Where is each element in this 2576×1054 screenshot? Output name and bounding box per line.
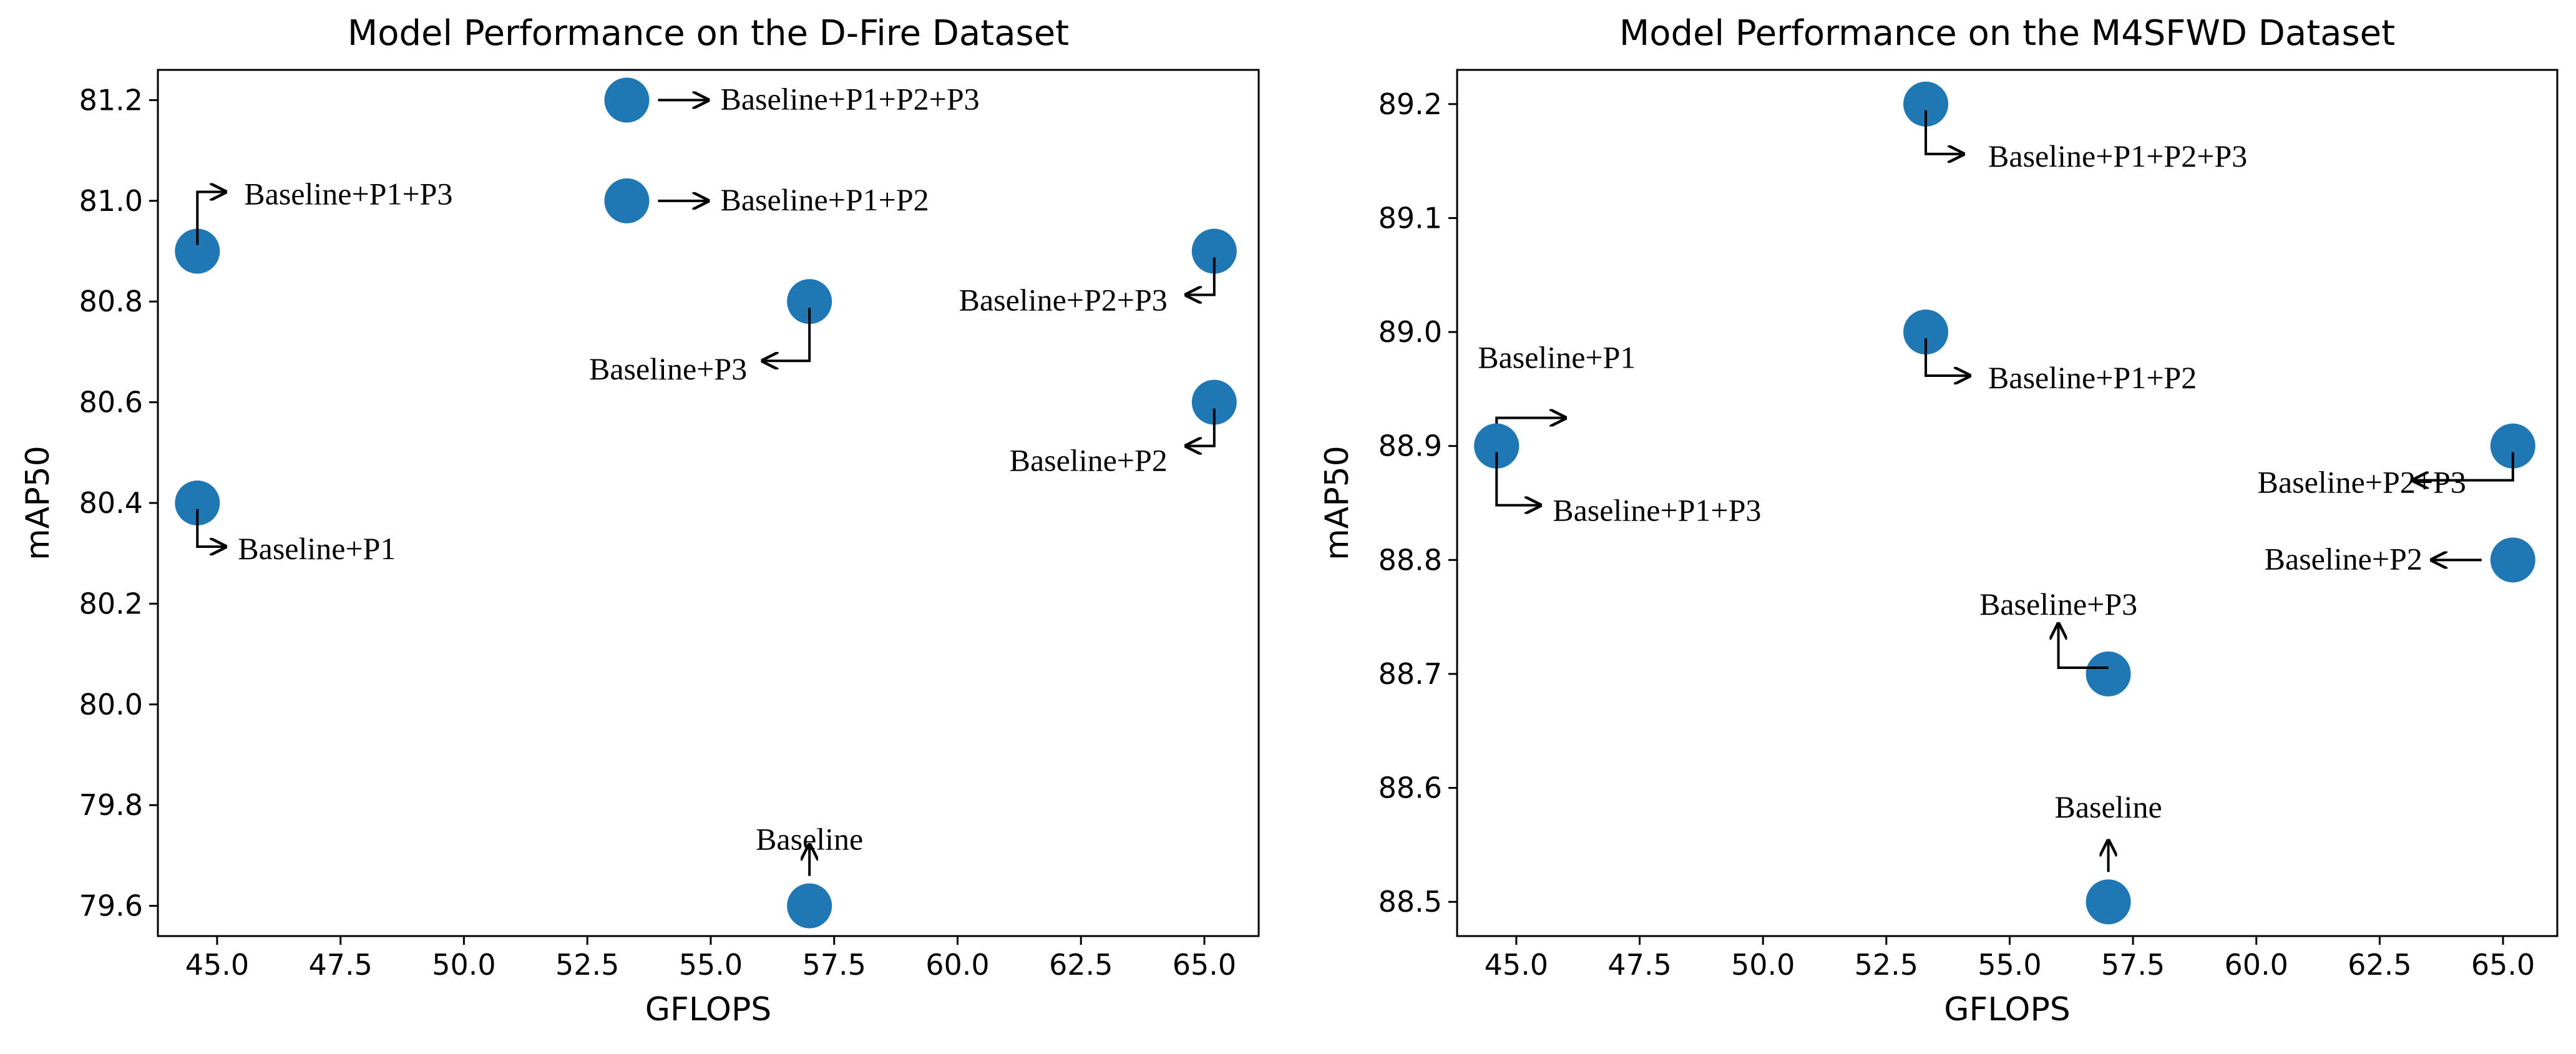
annotation-arrow bbox=[1495, 452, 1540, 505]
x-tick-label: 65.0 bbox=[1173, 948, 1236, 982]
plot-frame bbox=[1456, 69, 2559, 937]
x-tick-label: 55.0 bbox=[679, 948, 743, 982]
point-annotation-label: Baseline bbox=[2054, 789, 2162, 824]
data-point bbox=[1474, 423, 1520, 469]
data-point bbox=[2490, 537, 2535, 583]
x-tick-label: 47.5 bbox=[1608, 948, 1671, 982]
point-annotation-label: Baseline+P1+P2+P3 bbox=[720, 81, 979, 116]
data-point bbox=[604, 77, 650, 123]
y-axis-label: mAP50 bbox=[1319, 446, 1356, 560]
y-tick-label: 80.8 bbox=[79, 285, 143, 318]
x-tick-label: 57.5 bbox=[803, 948, 866, 982]
point-annotation-label: Baseline+P1 bbox=[238, 531, 396, 566]
data-point bbox=[787, 279, 832, 324]
y-tick-label: 80.4 bbox=[79, 486, 143, 520]
x-tick-label: 50.0 bbox=[432, 948, 495, 982]
annotation-arrow bbox=[763, 308, 811, 361]
data-point bbox=[2490, 423, 2535, 469]
data-point bbox=[2086, 879, 2131, 925]
data-point bbox=[604, 178, 650, 223]
y-axis-label: mAP50 bbox=[19, 446, 57, 560]
point-annotation-label: Baseline+P3 bbox=[1979, 587, 2137, 622]
point-annotation-label: Baseline+P1+P2 bbox=[720, 182, 929, 217]
y-tick-label: 81.2 bbox=[79, 83, 143, 117]
x-tick-label: 55.0 bbox=[1978, 948, 2041, 982]
chart-title: Model Performance on the M4SFWD Dataset bbox=[1619, 13, 2395, 54]
x-tick-label: 50.0 bbox=[1731, 948, 1795, 982]
data-point bbox=[1191, 228, 1237, 274]
annotation-arrow bbox=[1186, 408, 1216, 446]
y-tick-label: 79.8 bbox=[79, 788, 143, 822]
annotation-arrow bbox=[1925, 338, 1969, 376]
x-tick-label: 52.5 bbox=[555, 948, 619, 982]
point-annotation-label: Baseline+P2 bbox=[1010, 443, 1168, 478]
annotation-arrow bbox=[196, 192, 225, 245]
data-point bbox=[787, 883, 832, 929]
x-axis-label: GFLOPS bbox=[645, 991, 772, 1028]
chart-title: Model Performance on the D-Fire Dataset bbox=[348, 13, 1069, 54]
y-tick-label: 80.2 bbox=[79, 587, 143, 620]
annotation-arrow bbox=[1186, 257, 1216, 295]
x-tick-label: 65.0 bbox=[2471, 948, 2535, 982]
x-tick-label: 62.5 bbox=[1049, 948, 1113, 982]
x-tick-label: 52.5 bbox=[1855, 948, 1918, 982]
annotation-arrow bbox=[2059, 624, 2109, 669]
annotation-arrow bbox=[2413, 452, 2514, 481]
data-point bbox=[175, 228, 220, 274]
point-annotation-label: Baseline+P2+P3 bbox=[959, 283, 1168, 318]
y-tick-label: 89.2 bbox=[1378, 87, 1442, 121]
y-tick-label: 80.0 bbox=[79, 688, 143, 721]
point-annotation-label: Baseline+P1+P3 bbox=[244, 177, 452, 212]
point-annotation-label: Baseline+P1+P2+P3 bbox=[1988, 139, 2247, 173]
x-tick-label: 45.0 bbox=[185, 948, 249, 982]
y-tick-label: 88.6 bbox=[1378, 771, 1442, 805]
y-tick-label: 88.8 bbox=[1378, 543, 1442, 577]
annotation-arrow bbox=[1925, 110, 1963, 154]
y-tick-label: 88.7 bbox=[1378, 657, 1442, 691]
chart-d-fire: Model Performance on the D-Fire Dataset 4… bbox=[19, 13, 1260, 1028]
x-axis-label: GFLOPS bbox=[1944, 991, 2071, 1028]
data-point bbox=[1903, 81, 1949, 127]
data-point bbox=[2086, 651, 2131, 696]
point-annotation-label: Baseline+P2+P3 bbox=[2258, 465, 2466, 500]
y-tick-label: 89.0 bbox=[1378, 315, 1442, 349]
y-tick-label: 81.0 bbox=[79, 184, 143, 218]
data-point bbox=[175, 481, 220, 525]
y-tick-label: 80.6 bbox=[79, 386, 143, 419]
y-tick-label: 88.5 bbox=[1378, 885, 1442, 919]
annotation-arrow bbox=[196, 509, 225, 547]
x-tick-label: 62.5 bbox=[2348, 948, 2411, 982]
y-tick-label: 89.1 bbox=[1378, 201, 1442, 235]
point-annotation-label: Baseline+P1 bbox=[1478, 340, 1636, 375]
point-annotation-label: Baseline+P3 bbox=[589, 351, 747, 386]
point-annotation-label: Baseline+P1+P2 bbox=[1988, 360, 2197, 395]
data-point bbox=[1191, 379, 1237, 425]
data-point bbox=[1903, 310, 1949, 355]
x-tick-label: 60.0 bbox=[2225, 948, 2288, 982]
y-tick-label: 88.9 bbox=[1378, 429, 1442, 463]
x-tick-label: 45.0 bbox=[1485, 948, 1548, 982]
point-annotation-label: Baseline bbox=[756, 822, 863, 857]
x-tick-label: 60.0 bbox=[925, 948, 989, 982]
x-tick-label: 57.5 bbox=[2101, 948, 2165, 982]
chart-m4sfwd: Model Performance on the M4SFWD Dataset 4… bbox=[1319, 13, 2559, 1028]
point-annotation-label: Baseline+P2 bbox=[2265, 541, 2422, 576]
x-tick-label: 47.5 bbox=[308, 948, 372, 982]
y-tick-label: 79.6 bbox=[79, 889, 143, 923]
point-annotation-label: Baseline+P1+P3 bbox=[1553, 493, 1761, 528]
